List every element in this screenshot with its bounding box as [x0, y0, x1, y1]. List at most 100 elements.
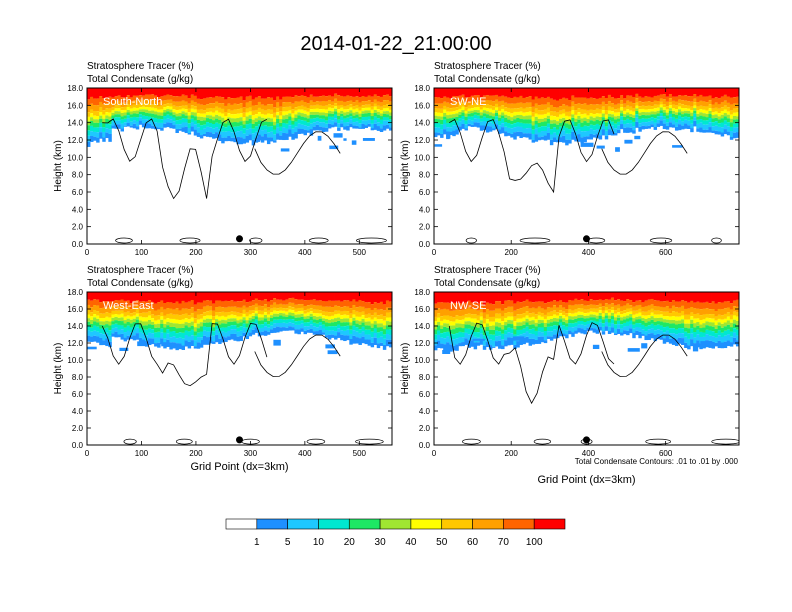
- tracer-cell: [510, 128, 514, 134]
- tracer-cell: [513, 310, 517, 317]
- tracer-cell: [702, 327, 706, 333]
- tracer-cell: [507, 320, 511, 324]
- tracer-cell: [687, 302, 691, 309]
- y-tick-label: 4.0: [419, 205, 431, 214]
- tracer-cell: [488, 334, 493, 340]
- tracer-cell: [641, 329, 645, 335]
- tracer-cell: [461, 119, 465, 124]
- tracer-cell: [187, 132, 192, 135]
- tracer-cell: [99, 302, 103, 309]
- tracer-cell: [212, 303, 216, 311]
- tracer-cell: [482, 95, 487, 101]
- tracer-cell: [135, 305, 140, 310]
- tracer-cell: [327, 119, 332, 124]
- tracer-cell: [343, 306, 347, 311]
- tracer-cell: [349, 292, 353, 302]
- x-tick-label: 500: [353, 248, 367, 257]
- tracer-cell: [294, 308, 298, 312]
- tracer-cell: [455, 333, 459, 339]
- tracer-cell: [461, 342, 465, 347]
- tracer-cell: [141, 312, 146, 318]
- tracer-cell: [373, 94, 378, 100]
- tracer-cell: [273, 307, 277, 311]
- tracer-cell: [373, 88, 378, 95]
- tracer-cell: [324, 322, 329, 327]
- tracer-cell: [580, 122, 584, 127]
- tracer-cell: [507, 103, 511, 108]
- tracer-cell: [376, 105, 381, 110]
- tracer-cell: [681, 338, 685, 345]
- tracer-cell: [358, 292, 362, 300]
- tracer-cell: [473, 342, 478, 350]
- tracer-cell: [138, 337, 143, 343]
- tracer-cell: [315, 104, 320, 109]
- tracer-cell: [604, 321, 609, 327]
- tracer-cell: [309, 111, 314, 115]
- tracer-cell: [212, 335, 216, 342]
- tracer-cell: [635, 121, 639, 128]
- tracer-cell: [674, 101, 679, 106]
- tracer-cell: [175, 292, 179, 302]
- tracer-cell: [361, 120, 365, 124]
- tracer-cell: [303, 322, 307, 327]
- tracer-cell: [482, 312, 487, 319]
- tracer-cell: [641, 320, 645, 325]
- tracer-cell: [635, 313, 639, 317]
- tracer-cell: [233, 114, 237, 119]
- tracer-cell: [205, 97, 210, 105]
- tracer-cell: [735, 132, 739, 138]
- tracer-cell: [491, 316, 496, 322]
- tracer-cell: [370, 304, 375, 310]
- tracer-cell: [440, 316, 444, 321]
- tracer-cell: [568, 309, 572, 314]
- y-tick-label: 2.0: [419, 223, 431, 232]
- tracer-cell: [434, 310, 438, 317]
- tracer-cell: [257, 292, 262, 301]
- tracer-cell: [215, 315, 219, 320]
- tracer-cell: [449, 114, 453, 119]
- tracer-cell: [681, 310, 685, 316]
- tracer-cell: [163, 309, 167, 316]
- tracer-cell: [705, 308, 709, 314]
- tracer-cell: [193, 335, 198, 341]
- tracer-cell: [537, 301, 542, 307]
- tracer-cell: [720, 337, 725, 343]
- tracer-cell: [367, 313, 372, 318]
- tracer-cell: [443, 119, 447, 125]
- tracer-cell: [279, 303, 283, 308]
- tracer-cell: [199, 88, 204, 100]
- tracer-cell: [190, 122, 195, 127]
- x-tick-label: 200: [505, 449, 519, 458]
- tracer-cell: [556, 318, 560, 322]
- tracer-cell: [382, 125, 387, 131]
- tracer-cell: [120, 128, 124, 132]
- tracer-cell: [531, 129, 536, 134]
- tracer-cell: [90, 319, 94, 324]
- tracer-cell: [245, 316, 250, 321]
- tracer-cell: [212, 320, 216, 324]
- tracer-cell: [650, 312, 654, 317]
- tracer-cell: [276, 326, 280, 333]
- tracer-cell: [635, 292, 639, 301]
- tracer-cell: [138, 120, 143, 125]
- tracer-cell: [260, 310, 265, 315]
- tracer-cell: [537, 292, 542, 302]
- tracer-cell: [282, 313, 286, 317]
- tracer-cell: [568, 116, 572, 121]
- tracer-cell: [617, 129, 621, 134]
- tracer-cell: [723, 326, 728, 331]
- tracer-cell: [473, 103, 478, 108]
- tracer-cell: [282, 316, 286, 320]
- tracer-cell: [589, 317, 593, 321]
- tracer-cell: [215, 334, 219, 343]
- tracer-cell: [653, 108, 658, 112]
- tracer-cell: [285, 111, 289, 115]
- tracer-cell: [245, 327, 250, 332]
- tracer-cell: [388, 123, 392, 128]
- tracer-cell: [592, 121, 597, 126]
- tracer-cell: [90, 316, 94, 320]
- tracer-cell: [735, 112, 739, 117]
- tracer-cell: [135, 88, 140, 96]
- tracer-cell: [120, 116, 124, 120]
- tracer-cell: [276, 118, 280, 124]
